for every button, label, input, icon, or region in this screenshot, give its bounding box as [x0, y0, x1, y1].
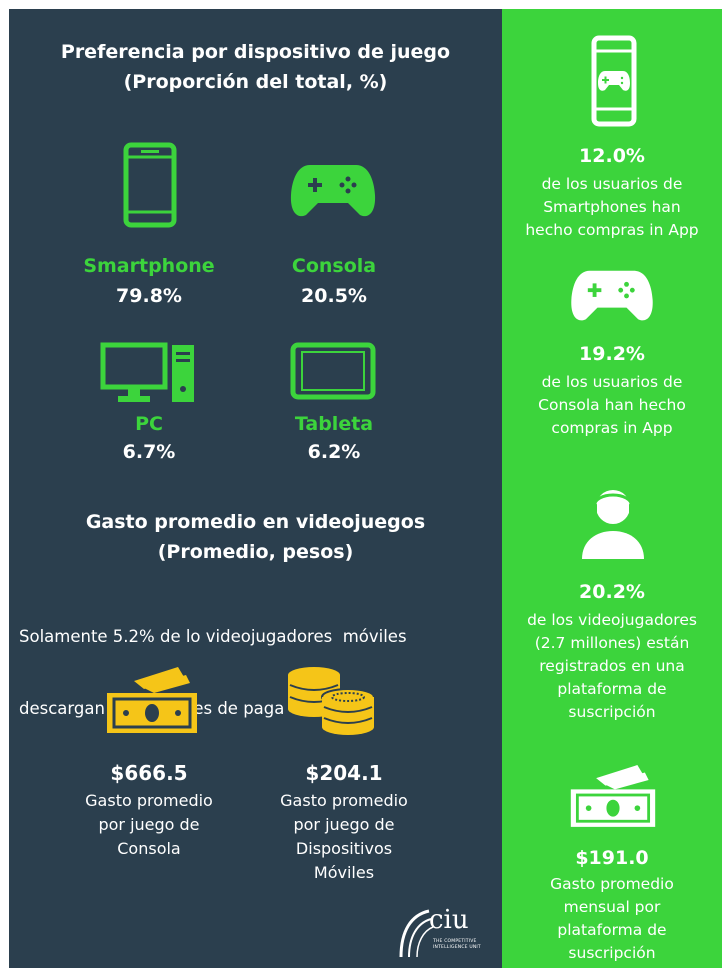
right-panel: 12.0% de los usuarios de Smartphones han… [502, 9, 722, 968]
title-line-1: Preferencia por dispositivo de juego [60, 41, 451, 63]
stat-line: Gasto promedio [550, 875, 674, 893]
stat-smartphone-desc: de los usuarios de Smartphones han hecho… [502, 173, 722, 242]
left-panel: Preferencia por dispositivo de juego (Pr… [9, 9, 502, 968]
stat-line: (2.7 millones) están [534, 634, 690, 652]
stat-line: plataforma de [557, 921, 667, 939]
cash-bills-icon [568, 761, 658, 829]
headset-user-icon [578, 483, 648, 561]
stat-monthly-spend-value: $191.0 [575, 847, 649, 869]
stat-smartphone-value: 12.0% [579, 145, 645, 167]
device-value-pc: 6.7% [122, 441, 176, 463]
title-line-2: (Proporción del total, %) [123, 71, 388, 93]
stat-monthly-spend-desc: Gasto promedio mensual por plataforma de… [502, 873, 722, 965]
spend-mobile-line: Dispositivos [295, 839, 393, 858]
spend-title-line-1: Gasto promedio en videojuegos [85, 511, 426, 533]
phone-gamepad-icon [591, 35, 637, 127]
spend-console: $666.5 Gasto promedio por juego de Conso… [49, 761, 249, 861]
ciu-logo-tagline: THE COMPETITIVE INTELLIGENCE UNIT [433, 939, 481, 951]
stat-line: de los usuarios de [541, 175, 683, 193]
spend-title-line-2: (Promedio, pesos) [157, 541, 354, 563]
spend-console-desc: Gasto promedio por juego de Consola [49, 789, 249, 861]
stat-line: suscripción [568, 703, 656, 721]
spend-console-line: Gasto promedio [85, 791, 213, 810]
spend-console-amount: $666.5 [110, 761, 188, 785]
stat-subscription-value: 20.2% [579, 581, 645, 603]
stat-line: suscripción [568, 944, 656, 962]
stat-line: Smartphones han [543, 198, 681, 216]
stat-console-value: 19.2% [579, 343, 645, 365]
device-value-tableta: 6.2% [307, 441, 361, 463]
spend-console-line: por juego de [98, 815, 200, 834]
stat-subscription-desc: de los videojugadores (2.7 millones) est… [502, 609, 722, 724]
ciu-tagline-line-1: THE COMPETITIVE [433, 939, 477, 944]
stat-line: de los usuarios de [541, 373, 683, 391]
device-value-consola: 20.5% [301, 285, 367, 307]
ciu-logo-text: ciu [429, 905, 469, 935]
stat-line: Consola han hecho [538, 396, 686, 414]
ciu-tagline-line-2: INTELLIGENCE UNIT [433, 945, 481, 950]
device-label-smartphone: Smartphone [83, 255, 215, 277]
spend-mobile-line: por juego de [293, 815, 395, 834]
spend-mobile-desc: Gasto promedio por juego de Dispositivos… [239, 789, 449, 885]
spend-mobile-line: Gasto promedio [280, 791, 408, 810]
spend-mobile-line: Móviles [313, 863, 375, 882]
cash-bills-icon [104, 663, 200, 735]
stat-line: hecho compras in App [525, 221, 699, 239]
gamepad-icon [290, 159, 376, 221]
stat-line: de los videojugadores [527, 611, 697, 629]
tablet-icon [290, 342, 376, 400]
spend-title: Gasto promedio en videojuegos (Promedio,… [9, 507, 502, 567]
stat-line: mensual por [563, 898, 661, 916]
device-value-smartphone: 79.8% [116, 285, 182, 307]
ciu-logo: ciu THE COMPETITIVE INTELLIGENCE UNIT [395, 901, 499, 963]
spend-console-line: Consola [117, 839, 181, 858]
stat-line: plataforma de [557, 680, 667, 698]
gamepad-icon [569, 265, 655, 325]
device-label-consola: Consola [291, 255, 377, 277]
device-preference-title: Preferencia por dispositivo de juego (Pr… [9, 37, 502, 97]
stat-line: compras in App [551, 419, 673, 437]
spend-mobile-amount: $204.1 [305, 761, 383, 785]
smartphone-icon [123, 142, 177, 228]
coins-stack-icon [284, 665, 380, 739]
device-label-tableta: Tableta [294, 413, 374, 435]
stat-console-desc: de los usuarios de Consola han hecho com… [502, 371, 722, 440]
note-line-1: Solamente 5.2% de lo videojugadores móvi… [19, 627, 407, 646]
stat-line: registrados en una [539, 657, 685, 675]
device-label-pc: PC [135, 413, 163, 435]
note-line-2: descargan aplicaciones de paga [19, 699, 285, 718]
paid-apps-note: Solamente 5.2% de lo videojugadores móvi… [19, 577, 499, 769]
spend-mobile: $204.1 Gasto promedio por juego de Dispo… [239, 761, 449, 885]
desktop-pc-icon [100, 342, 196, 404]
